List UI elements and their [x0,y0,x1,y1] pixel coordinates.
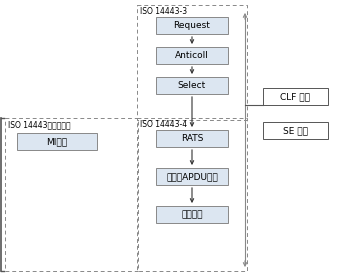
Bar [156,77,228,94]
Bar [137,118,247,271]
Text: CLF 处理: CLF 处理 [281,92,311,101]
Text: ISO 14443-4: ISO 14443-4 [140,120,187,129]
Bar [156,130,228,147]
Bar [137,5,247,120]
Text: Request: Request [173,21,211,30]
Bar [156,168,228,185]
Bar [263,88,328,105]
Bar [156,47,228,64]
Text: Select: Select [178,81,206,90]
Text: 第一条APDU命令: 第一条APDU命令 [166,172,218,181]
Text: Anticoll: Anticoll [175,51,209,60]
Text: SE 处理: SE 处理 [283,126,308,135]
Bar [156,17,228,34]
Bar [156,206,228,223]
Bar [5,118,138,271]
Bar [263,122,328,139]
Text: ISO 14443-3: ISO 14443-3 [140,7,187,16]
Text: RATS: RATS [181,134,203,143]
Text: MI流程: MI流程 [46,137,68,146]
Text: 后续命令: 后续命令 [181,210,203,219]
Bar [17,133,97,150]
Text: ISO 14443未定义流程: ISO 14443未定义流程 [8,120,71,129]
